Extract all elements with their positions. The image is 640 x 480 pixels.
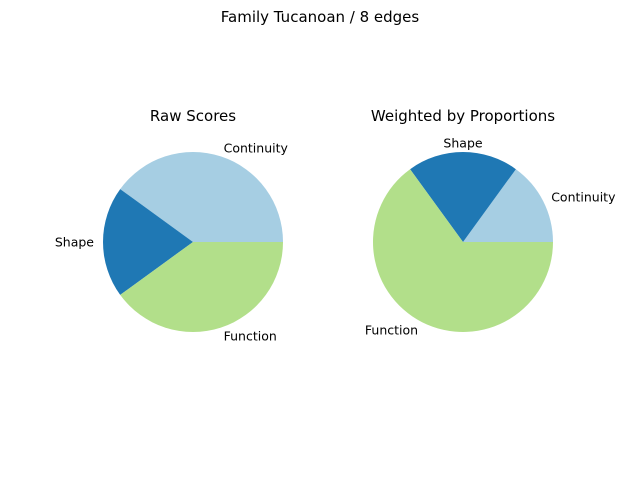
figure-suptitle: Family Tucanoan / 8 edges xyxy=(220,8,420,26)
slice-label-shape: Shape xyxy=(443,136,482,151)
pie-chart-raw-scores: Raw Scores Continuity Shape Function xyxy=(55,107,289,344)
pie-chart-weighted: Weighted by Proportions Continuity Shape F… xyxy=(365,107,616,338)
pie-slice-function xyxy=(372,169,553,333)
pie-slice-continuity xyxy=(120,152,283,242)
pie-slice-shape xyxy=(410,152,516,242)
pie-slice-continuity xyxy=(463,169,553,242)
pie-slice-function xyxy=(120,242,283,332)
slice-label-function: Function xyxy=(365,323,418,338)
slice-label-continuity: Continuity xyxy=(551,190,616,205)
slice-label-continuity: Continuity xyxy=(224,140,289,155)
slice-label-function: Function xyxy=(224,329,277,344)
pie-title-weighted: Weighted by Proportions xyxy=(371,107,555,125)
slice-label-shape: Shape xyxy=(55,235,94,250)
pie-slice-shape xyxy=(103,189,193,295)
pie-title-raw-scores: Raw Scores xyxy=(150,107,236,125)
